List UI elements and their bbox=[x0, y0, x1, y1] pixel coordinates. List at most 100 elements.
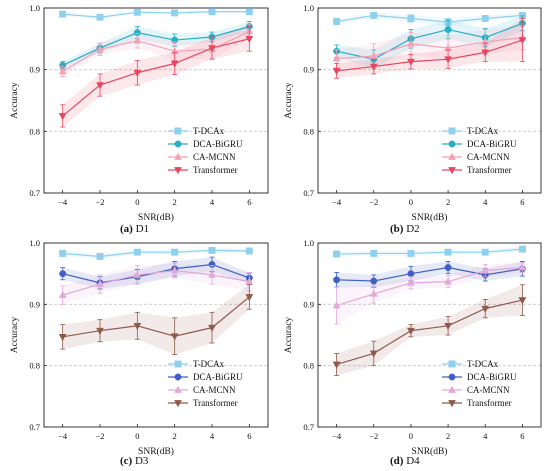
x-tick-label: −4 bbox=[332, 197, 342, 207]
legend-marker bbox=[174, 373, 182, 381]
data-point bbox=[245, 294, 254, 302]
series-line bbox=[336, 299, 523, 366]
data-point bbox=[245, 277, 254, 285]
y-axis-label: Accuracy bbox=[10, 317, 20, 354]
legend-marker bbox=[174, 400, 182, 408]
legend-marker bbox=[448, 167, 456, 175]
series-ca-mcnn bbox=[58, 262, 254, 305]
series-line bbox=[336, 22, 523, 60]
legend-label: DCA-BiGRU bbox=[193, 372, 243, 382]
x-tick-label: 4 bbox=[210, 197, 215, 207]
plot-frame bbox=[317, 7, 542, 194]
caption-letter: (a) bbox=[120, 223, 133, 235]
legend-label: T-DCAx bbox=[467, 126, 499, 136]
legend-marker bbox=[448, 140, 456, 148]
chart-panel-d1: 0.7 0.8 0.9 1.0 −4 −2 0 2 4 6 SNR(dB) Accuracy T-DCA… bbox=[10, 3, 269, 235]
legend: T-DCAx DCA-BiGRU CA-MCNN Transformer bbox=[168, 126, 243, 175]
data-point bbox=[481, 248, 489, 256]
data-point bbox=[407, 249, 415, 257]
x-tick-label: 2 bbox=[173, 197, 177, 207]
y-tick-label: 0.7 bbox=[303, 188, 314, 198]
legend-label: CA-MCNN bbox=[193, 152, 236, 162]
series-ca-mcnn bbox=[332, 262, 527, 325]
data-point bbox=[481, 266, 490, 274]
x-axis-label: SNR(dB) bbox=[412, 212, 448, 223]
data-point bbox=[406, 278, 415, 286]
data-point bbox=[407, 15, 415, 22]
data-point bbox=[332, 301, 341, 309]
data-point bbox=[369, 51, 378, 59]
caption-letter: (b) bbox=[390, 223, 404, 235]
caption-letter: (d) bbox=[390, 455, 404, 467]
series-line bbox=[336, 266, 523, 282]
legend-label: CA-MCNN bbox=[467, 152, 510, 162]
data-point bbox=[96, 13, 104, 21]
series-t-dcax bbox=[333, 245, 526, 258]
error-band-1 bbox=[336, 261, 523, 288]
caption-letter: (c) bbox=[120, 455, 133, 467]
error-band-2 bbox=[336, 262, 523, 324]
x-tick-label: 4 bbox=[210, 431, 215, 441]
data-point bbox=[518, 263, 527, 271]
series-t-dcax bbox=[59, 246, 253, 260]
x-tick-label: 0 bbox=[409, 431, 413, 441]
panel-caption: (d) D4 bbox=[390, 455, 420, 467]
data-point bbox=[96, 253, 104, 260]
data-point bbox=[406, 327, 415, 336]
data-point bbox=[407, 270, 415, 278]
data-point bbox=[481, 49, 490, 57]
plot-frame bbox=[317, 242, 542, 428]
x-tick-label: 6 bbox=[520, 431, 524, 441]
panel-caption: (a) D1 bbox=[120, 223, 149, 235]
x-tick-label: −2 bbox=[95, 197, 104, 207]
legend-label: DCA-BiGRU bbox=[467, 139, 517, 149]
error-band-2 bbox=[62, 24, 250, 77]
x-tick-label: 6 bbox=[247, 197, 251, 207]
y-axis-label: Accuracy bbox=[10, 82, 20, 119]
legend-label: CA-MCNN bbox=[193, 385, 236, 395]
legend-label: CA-MCNN bbox=[467, 385, 510, 395]
legend-label: DCA-BiGRU bbox=[193, 139, 243, 149]
y-tick-label: 0.8 bbox=[303, 126, 314, 136]
x-tick-label: 0 bbox=[409, 197, 413, 207]
error-band-0 bbox=[336, 246, 523, 257]
data-point bbox=[481, 305, 490, 313]
series-line bbox=[62, 249, 250, 258]
data-point bbox=[96, 327, 104, 336]
y-tick-label: 1.0 bbox=[303, 3, 314, 13]
data-point bbox=[518, 37, 527, 45]
panel-caption: (b) D2 bbox=[390, 223, 420, 235]
data-point bbox=[59, 270, 67, 278]
series-line bbox=[62, 269, 250, 296]
panel-caption: (c) D3 bbox=[120, 455, 149, 467]
data-point bbox=[333, 276, 341, 284]
legend-marker bbox=[448, 127, 456, 135]
chart-panel-d3: 0.7 0.8 0.9 1.0 −4 −2 0 2 4 6 SNR(dB) Accuracy T-DCA… bbox=[10, 238, 269, 467]
legend-marker bbox=[174, 167, 182, 175]
series-line bbox=[336, 266, 523, 307]
data-point bbox=[58, 333, 67, 342]
y-tick-label: 0.7 bbox=[29, 188, 40, 198]
x-tick-label: 0 bbox=[135, 431, 139, 441]
data-point bbox=[406, 58, 415, 66]
legend-marker bbox=[174, 127, 182, 135]
data-point bbox=[369, 289, 378, 297]
x-tick-label: −4 bbox=[332, 431, 342, 441]
plot-frame bbox=[43, 7, 269, 194]
x-tick-label: −2 bbox=[369, 431, 378, 441]
data-point bbox=[58, 113, 67, 121]
data-point bbox=[245, 35, 254, 44]
legend-marker bbox=[174, 385, 182, 393]
data-point bbox=[170, 333, 179, 341]
series-line bbox=[62, 38, 250, 117]
data-point bbox=[406, 39, 415, 47]
legend: T-DCAx DCA-BiGRU CA-MCNN Transformer bbox=[168, 359, 243, 408]
data-point bbox=[245, 247, 253, 255]
caption-name: D1 bbox=[133, 223, 149, 235]
y-tick-label: 0.8 bbox=[303, 361, 314, 371]
legend: T-DCAx DCA-BiGRU CA-MCNN Transformer bbox=[442, 126, 517, 175]
x-tick-label: −4 bbox=[58, 431, 68, 441]
error-band-0 bbox=[62, 247, 250, 259]
legend-marker bbox=[448, 360, 456, 368]
x-tick-label: 4 bbox=[483, 197, 488, 207]
